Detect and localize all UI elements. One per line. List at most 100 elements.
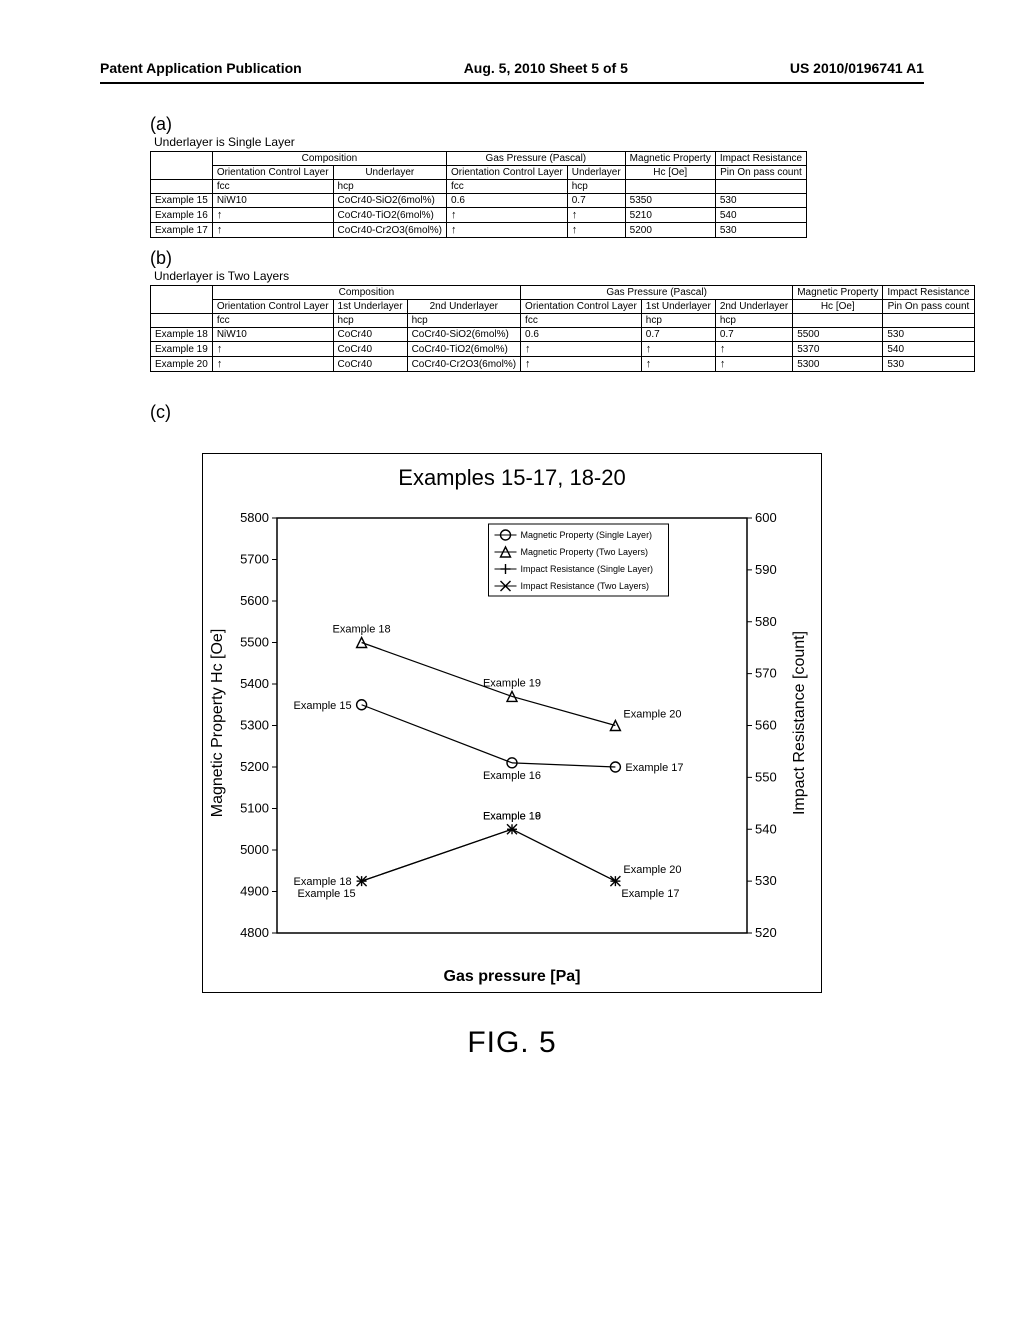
- col-ul2: 2nd Underlayer: [407, 300, 520, 314]
- cell: CoCr40: [333, 357, 407, 372]
- col-ul2: Underlayer: [567, 166, 625, 180]
- svg-text:Impact Resistance (Two Layers): Impact Resistance (Two Layers): [521, 581, 650, 591]
- cell: ↑: [715, 342, 792, 357]
- cell: CoCr40-Cr2O3(6mol%): [407, 357, 520, 372]
- cell: 5500: [793, 328, 883, 342]
- cell: hcp: [333, 180, 446, 194]
- cell: NiW10: [212, 194, 333, 208]
- svg-text:Example 18: Example 18: [294, 877, 352, 889]
- col-magnetic: Magnetic Property: [625, 152, 715, 166]
- svg-text:Magnetic Property (Two Layers): Magnetic Property (Two Layers): [521, 547, 649, 557]
- section-a-caption: Underlayer is Single Layer: [154, 135, 924, 149]
- cell: CoCr40-Cr2O3(6mol%): [333, 223, 446, 238]
- cell: Example 19: [151, 342, 213, 357]
- chart-container: Examples 15-17, 18-204800490050005100520…: [202, 453, 822, 996]
- col-ocl: Orientation Control Layer: [212, 166, 333, 180]
- cell: 530: [715, 223, 806, 238]
- cell: CoCr40-TiO2(6mol%): [407, 342, 520, 357]
- svg-text:Example 15: Example 15: [298, 889, 356, 901]
- cell: hcp: [641, 314, 715, 328]
- col-ul1: 1st Underlayer: [333, 300, 407, 314]
- svg-text:600: 600: [755, 510, 777, 525]
- svg-text:Magnetic Property (Single Laye: Magnetic Property (Single Layer): [521, 530, 653, 540]
- cell: fcc: [212, 180, 333, 194]
- col-ul2g: 2nd Underlayer: [715, 300, 792, 314]
- cell: ↑: [521, 357, 642, 372]
- svg-text:5400: 5400: [240, 676, 269, 691]
- cell: fcc: [447, 180, 568, 194]
- cell: ↑: [212, 208, 333, 223]
- cell: ↑: [641, 342, 715, 357]
- cell: NiW10: [212, 328, 333, 342]
- svg-text:Example 17: Example 17: [621, 889, 679, 901]
- svg-text:Magnetic Property Hc [Oe]: Magnetic Property Hc [Oe]: [209, 629, 226, 818]
- cell: 0.6: [521, 328, 642, 342]
- cell: 530: [883, 357, 974, 372]
- col-oclg: Orientation Control Layer: [521, 300, 642, 314]
- svg-text:Example 19: Example 19: [483, 811, 541, 823]
- svg-text:Example 18: Example 18: [333, 624, 391, 636]
- header-center: Aug. 5, 2010 Sheet 5 of 5: [464, 60, 628, 76]
- cell: Example 18: [151, 328, 213, 342]
- svg-text:5500: 5500: [240, 635, 269, 650]
- cell: CoCr40-TiO2(6mol%): [333, 208, 446, 223]
- section-b-label: (b): [150, 248, 924, 269]
- cell: ↑: [212, 357, 333, 372]
- cell: 530: [715, 194, 806, 208]
- cell: 5210: [625, 208, 715, 223]
- svg-text:520: 520: [755, 925, 777, 940]
- page: Patent Application Publication Aug. 5, 2…: [0, 0, 1024, 1320]
- svg-text:5000: 5000: [240, 842, 269, 857]
- col-ul: Underlayer: [333, 166, 446, 180]
- cell: fcc: [212, 314, 333, 328]
- cell: ↑: [567, 208, 625, 223]
- svg-text:Example 15: Example 15: [294, 700, 352, 712]
- section-a-label: (a): [150, 114, 924, 135]
- col-impact: Impact Resistance: [883, 286, 974, 300]
- svg-text:540: 540: [755, 822, 777, 837]
- cell: ↑: [212, 342, 333, 357]
- svg-text:5700: 5700: [240, 552, 269, 567]
- svg-text:Example 17: Example 17: [625, 762, 683, 774]
- cell: 540: [883, 342, 974, 357]
- cell: 0.7: [641, 328, 715, 342]
- table-row: Orientation Control Layer Underlayer Ori…: [151, 166, 807, 180]
- svg-text:570: 570: [755, 666, 777, 681]
- cell: 0.7: [715, 328, 792, 342]
- col-composition: Composition: [212, 286, 520, 300]
- svg-text:Example 19: Example 19: [483, 678, 541, 690]
- svg-text:Examples 15-17, 18-20: Examples 15-17, 18-20: [398, 465, 625, 490]
- svg-text:Example 20: Example 20: [623, 865, 681, 877]
- table-row: Example 15 NiW10 CoCr40-SiO2(6mol%) 0.6 …: [151, 194, 807, 208]
- col-gas: Gas Pressure (Pascal): [447, 152, 626, 166]
- table-row: Example 19 ↑ CoCr40 CoCr40-TiO2(6mol%) ↑…: [151, 342, 975, 357]
- svg-text:Impact Resistance [count]: Impact Resistance [count]: [791, 631, 808, 815]
- header-right: US 2010/0196741 A1: [790, 60, 924, 76]
- svg-text:590: 590: [755, 562, 777, 577]
- section-c-label: (c): [150, 402, 924, 423]
- col-ul1g: 1st Underlayer: [641, 300, 715, 314]
- cell: hcp: [333, 314, 407, 328]
- cell: CoCr40: [333, 328, 407, 342]
- chart-svg: Examples 15-17, 18-204800490050005100520…: [202, 453, 822, 993]
- cell: 0.7: [567, 194, 625, 208]
- cell: 5370: [793, 342, 883, 357]
- col-composition: Composition: [212, 152, 446, 166]
- table-row: fcc hcp fcc hcp: [151, 180, 807, 194]
- cell: hcp: [715, 314, 792, 328]
- cell: CoCr40-SiO2(6mol%): [333, 194, 446, 208]
- col-hc: Hc [Oe]: [625, 166, 715, 180]
- svg-text:4800: 4800: [240, 925, 269, 940]
- svg-text:Example 16: Example 16: [483, 770, 541, 782]
- cell: hcp: [567, 180, 625, 194]
- col-ocl2: Orientation Control Layer: [447, 166, 568, 180]
- cell: ↑: [447, 223, 568, 238]
- cell: ↑: [521, 342, 642, 357]
- col-magnetic: Magnetic Property: [793, 286, 883, 300]
- svg-text:550: 550: [755, 770, 777, 785]
- svg-text:4900: 4900: [240, 884, 269, 899]
- cell: CoCr40: [333, 342, 407, 357]
- svg-text:560: 560: [755, 718, 777, 733]
- cell: Example 17: [151, 223, 213, 238]
- header-left: Patent Application Publication: [100, 60, 302, 76]
